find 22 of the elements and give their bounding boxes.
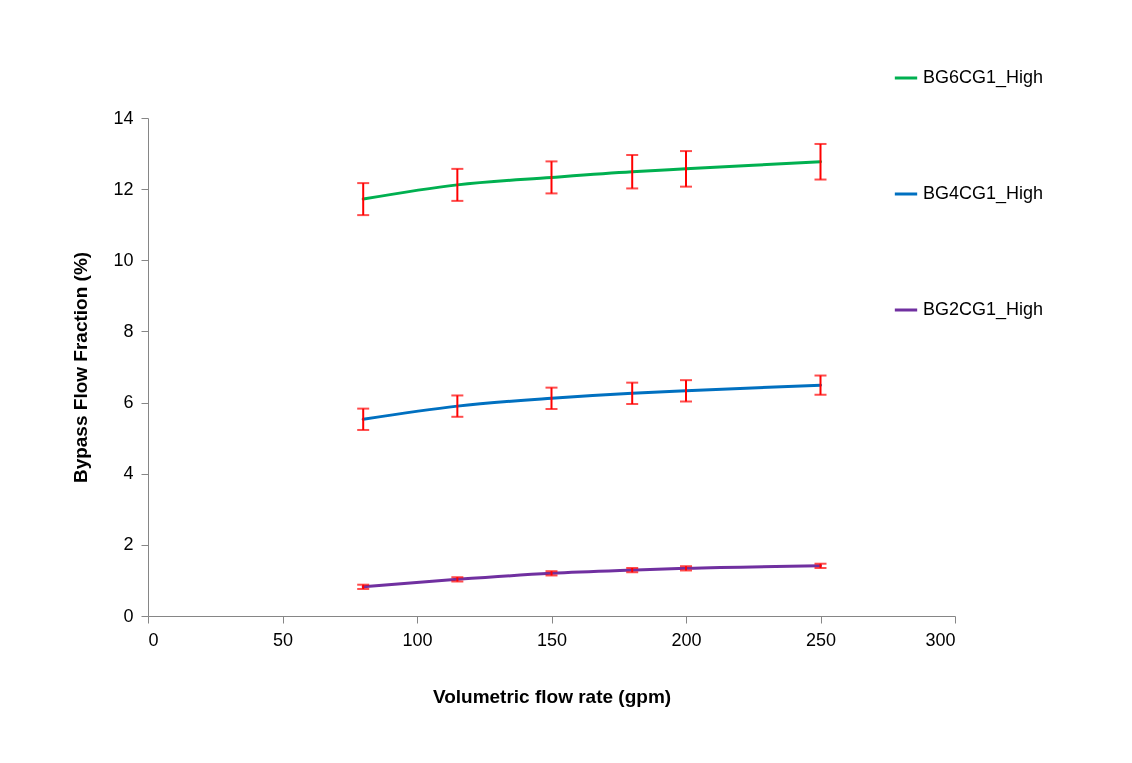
y-tick-label: 6 — [123, 392, 134, 413]
line-series — [361, 160, 822, 201]
x-tick-label: 200 — [671, 629, 702, 650]
y-tick-label: 8 — [123, 320, 134, 341]
x-axis-title: Volumetric flow rate (gpm) — [432, 685, 672, 707]
y-tick-label: 0 — [123, 605, 134, 626]
x-tick-label: 100 — [402, 629, 433, 650]
legend-label: BG2CG1_High — [923, 299, 1044, 320]
legend-label: BG4CG1_High — [923, 183, 1044, 204]
x-tick-label: 250 — [805, 629, 837, 650]
x-tick-label: 50 — [272, 629, 294, 650]
y-tick-label: 2 — [123, 534, 134, 555]
legend-label: BG6CG1_High — [923, 67, 1044, 88]
x-tick-label: 0 — [148, 629, 159, 650]
line-series — [361, 383, 822, 421]
y-axis-title: Bypass Flow Fraction (%) — [70, 251, 92, 484]
y-tick-label: 10 — [113, 249, 134, 270]
x-tick-label: 300 — [925, 629, 956, 650]
y-tick-label: 4 — [123, 463, 134, 484]
y-tick-label: 14 — [113, 107, 134, 128]
y-tick-label: 12 — [113, 178, 134, 199]
x-tick-label: 150 — [536, 629, 568, 650]
